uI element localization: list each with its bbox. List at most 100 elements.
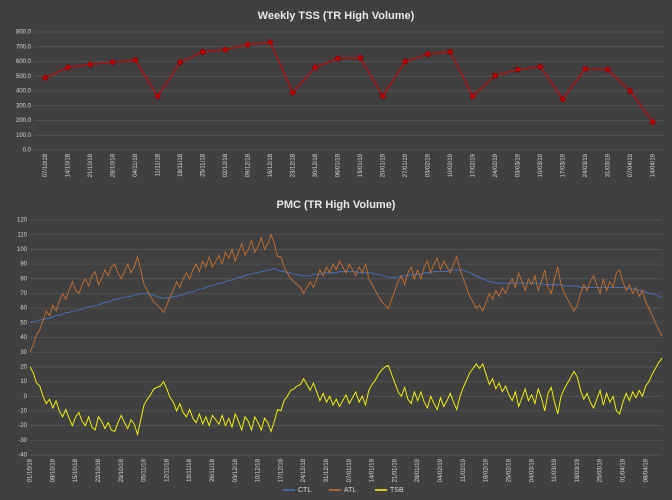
x-tick-label: 14/01/19 <box>370 458 376 482</box>
series-line <box>44 41 654 123</box>
point <box>604 66 611 73</box>
x-tick-label: 23/12/18 <box>290 153 296 177</box>
series-line <box>29 233 663 353</box>
point <box>492 72 499 79</box>
point <box>87 61 94 68</box>
y-tick-label: 80 <box>20 276 27 282</box>
y-tick-label: 30 <box>20 350 27 356</box>
x-tick-label: 11/02/19 <box>461 458 467 482</box>
y-tick-label: 50 <box>20 320 27 326</box>
x-tick-label: 27/01/19 <box>403 153 409 177</box>
x-tick-label: 06/01/19 <box>335 153 341 177</box>
y-tick-label: 700.0 <box>16 44 32 50</box>
x-tick-label: 14/10/18 <box>65 153 71 177</box>
x-tick-label: 31/12/18 <box>324 458 330 482</box>
legend-label: CTL <box>298 487 311 494</box>
x-tick-label: 13/01/19 <box>358 153 364 177</box>
y-tick-label: -30 <box>18 438 27 444</box>
x-tick-label: 08/04/19 <box>643 458 649 482</box>
x-tick-label: 21/10/18 <box>88 153 94 177</box>
point <box>312 64 319 71</box>
y-tick-label: -40 <box>18 453 27 459</box>
x-tick-label: 10/12/18 <box>256 458 262 482</box>
x-tick-label: 04/02/19 <box>438 458 444 482</box>
point <box>627 88 634 94</box>
x-tick-label: 04/03/19 <box>529 458 535 482</box>
x-tick-label: 09/12/18 <box>245 153 251 177</box>
series-line <box>29 267 663 324</box>
x-tick-label: 28/10/18 <box>110 153 116 177</box>
x-tick-label: 03/12/18 <box>233 458 239 482</box>
x-tick-label: 12/11/18 <box>164 458 170 482</box>
y-tick-label: 60 <box>20 306 27 312</box>
y-tick-label: 400.0 <box>16 89 32 95</box>
x-tick-label: 10/02/19 <box>448 153 454 177</box>
y-tick-label: 0 <box>24 394 28 400</box>
x-tick-label: 10/03/19 <box>538 153 544 177</box>
x-tick-label: 25/11/18 <box>200 153 206 177</box>
y-tick-label: 20 <box>20 364 27 370</box>
x-tick-label: 04/11/18 <box>133 153 139 177</box>
x-tick-label: 25/02/19 <box>506 458 512 482</box>
legend-label: TSB <box>390 487 404 494</box>
y-tick-label: 800.0 <box>16 30 32 36</box>
point <box>379 93 386 100</box>
x-tick-label: 18/02/19 <box>484 458 490 482</box>
x-tick-label: 07/01/19 <box>347 458 353 482</box>
x-tick-label: 01/10/18 <box>28 458 34 482</box>
x-tick-label: 24/12/18 <box>301 458 307 482</box>
x-tick-label: 30/12/18 <box>313 153 319 177</box>
point <box>289 89 296 96</box>
point <box>109 59 116 66</box>
x-tick-label: 17/02/19 <box>470 153 476 177</box>
x-tick-label: 31/03/19 <box>605 153 611 177</box>
x-tick-label: 05/11/18 <box>142 458 148 482</box>
x-tick-label: 25/03/19 <box>598 458 604 482</box>
point <box>514 66 521 73</box>
y-tick-label: 100.0 <box>16 133 32 139</box>
point <box>537 63 544 70</box>
x-tick-label: 03/03/19 <box>515 153 521 177</box>
y-tick-label: 110 <box>17 232 27 238</box>
x-tick-label: 22/10/18 <box>96 458 102 482</box>
x-tick-label: 02/12/18 <box>223 153 229 177</box>
y-tick-label: 600.0 <box>16 59 32 65</box>
point <box>199 49 206 55</box>
point <box>649 119 656 125</box>
x-tick-label: 11/11/18 <box>155 153 161 176</box>
x-tick-label: 24/03/19 <box>583 153 589 177</box>
y-tick-label: 200.0 <box>16 118 32 124</box>
chart-title: Weekly TSS (TR High Volume) <box>258 10 415 22</box>
y-tick-label: -10 <box>18 409 27 415</box>
x-tick-label: 24/02/19 <box>493 153 499 177</box>
y-tick-label: 10 <box>20 379 27 385</box>
y-tick-label: 300.0 <box>16 103 32 109</box>
x-tick-label: 21/01/19 <box>392 458 398 482</box>
point <box>64 64 71 71</box>
legend-label: ATL <box>344 487 356 494</box>
point <box>424 51 431 58</box>
y-tick-label: 120 <box>17 218 28 224</box>
point <box>447 49 454 55</box>
point <box>582 65 589 72</box>
x-tick-label: 16/12/18 <box>268 153 274 177</box>
x-tick-label: 14/04/19 <box>650 153 656 177</box>
point <box>402 58 409 65</box>
point <box>334 55 341 62</box>
point <box>267 39 274 46</box>
y-tick-label: 0.0 <box>23 148 32 154</box>
y-tick-label: -20 <box>18 423 27 429</box>
x-tick-label: 18/03/19 <box>575 458 581 482</box>
point <box>244 41 251 48</box>
series-line <box>29 357 663 437</box>
x-tick-label: 17/03/19 <box>560 153 566 177</box>
x-tick-label: 07/10/18 <box>43 153 49 177</box>
point <box>222 46 229 53</box>
x-tick-label: 03/02/19 <box>425 153 431 177</box>
x-tick-label: 15/10/18 <box>73 458 79 482</box>
point <box>154 93 161 100</box>
x-tick-label: 07/04/19 <box>628 153 634 177</box>
x-tick-label: 11/03/19 <box>552 458 558 482</box>
